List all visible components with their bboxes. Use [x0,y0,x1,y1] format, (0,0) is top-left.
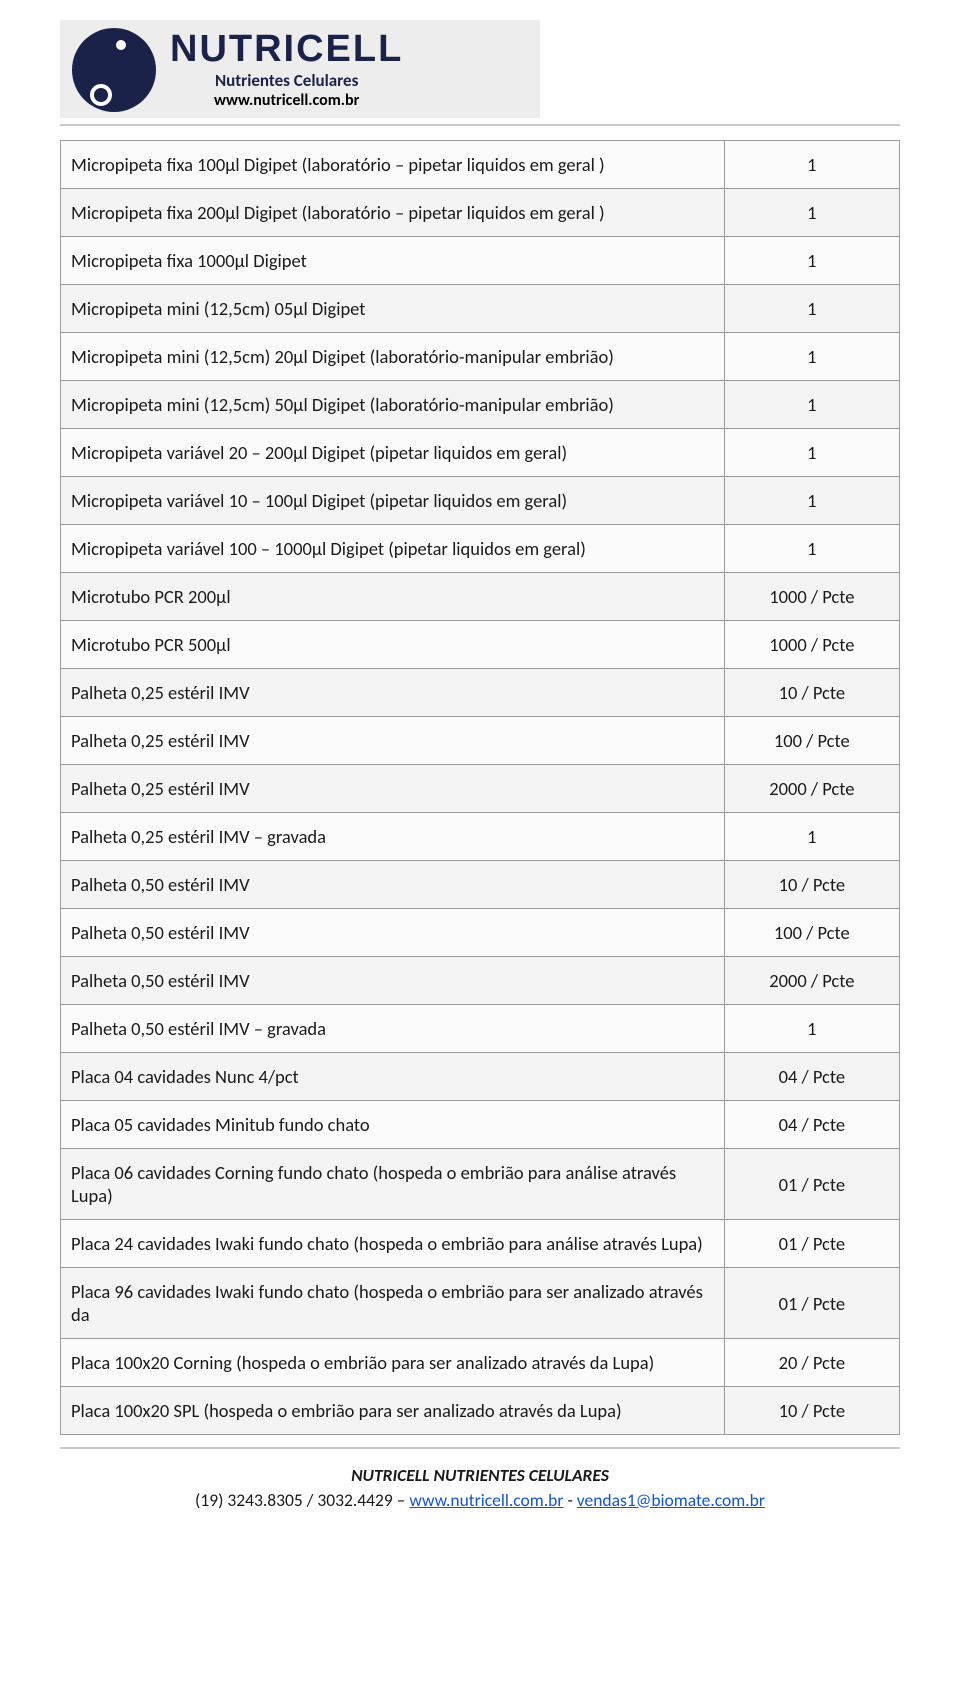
brand-logo-icon [72,28,156,112]
brand-header: NUTRICELL Nutrientes Celulares www.nutri… [60,20,540,118]
header-divider [60,124,900,126]
product-description: Palheta 0,25 estéril IMV [60,717,724,765]
table-row: Placa 05 cavidades Minitub fundo chato04… [60,1101,900,1149]
footer-website-link[interactable]: www.nutricell.com.br [409,1489,563,1511]
product-description: Palheta 0,25 estéril IMV [60,669,724,717]
brand-url: www.nutricell.com.br [214,91,359,110]
product-quantity: 10 / Pcte [724,1387,900,1435]
product-description: Placa 05 cavidades Minitub fundo chato [60,1101,724,1149]
product-quantity: 1 [724,285,900,333]
page-footer: NUTRICELL NUTRIENTES CELULARES (19) 3243… [60,1463,900,1512]
table-row: Placa 06 cavidades Corning fundo chato (… [60,1149,900,1220]
brand-name: NUTRICELL [170,30,403,68]
product-description: Palheta 0,50 estéril IMV [60,957,724,1005]
table-row: Micropipeta mini (12,5cm) 50µl Digipet (… [60,381,900,429]
table-row: Palheta 0,25 estéril IMV2000 / Pcte [60,765,900,813]
product-description: Placa 24 cavidades Iwaki fundo chato (ho… [60,1220,724,1268]
product-quantity: 1000 / Pcte [724,573,900,621]
product-description: Microtubo PCR 200µl [60,573,724,621]
product-quantity: 04 / Pcte [724,1101,900,1149]
product-quantity: 1 [724,477,900,525]
table-row: Placa 96 cavidades Iwaki fundo chato (ho… [60,1268,900,1339]
table-row: Micropipeta variável 10 – 100µl Digipet … [60,477,900,525]
table-row: Micropipeta mini (12,5cm) 20µl Digipet (… [60,333,900,381]
table-row: Palheta 0,25 estéril IMV – gravada1 [60,813,900,861]
table-row: Micropipeta fixa 1000µl Digipet1 [60,237,900,285]
product-quantity: 1 [724,813,900,861]
table-row: Palheta 0,50 estéril IMV2000 / Pcte [60,957,900,1005]
product-description: Palheta 0,50 estéril IMV [60,909,724,957]
table-row: Micropipeta variável 20 – 200µl Digipet … [60,429,900,477]
table-row: Placa 24 cavidades Iwaki fundo chato (ho… [60,1220,900,1268]
table-row: Micropipeta variável 100 – 1000µl Digipe… [60,525,900,573]
table-row: Micropipeta mini (12,5cm) 05µl Digipet1 [60,285,900,333]
product-description: Microtubo PCR 500µl [60,621,724,669]
product-quantity: 100 / Pcte [724,717,900,765]
footer-title: NUTRICELL NUTRIENTES CELULARES [60,1463,900,1488]
product-quantity: 100 / Pcte [724,909,900,957]
table-row: Palheta 0,50 estéril IMV10 / Pcte [60,861,900,909]
product-description: Palheta 0,50 estéril IMV [60,861,724,909]
product-quantity: 1 [724,333,900,381]
product-description: Placa 96 cavidades Iwaki fundo chato (ho… [60,1268,724,1339]
product-description: Micropipeta fixa 1000µl Digipet [60,237,724,285]
product-description: Micropipeta fixa 100µl Digipet (laborató… [60,140,724,189]
product-quantity: 1 [724,140,900,189]
brand-text-block: NUTRICELL Nutrientes Celulares www.nutri… [170,30,403,110]
table-row: Palheta 0,25 estéril IMV100 / Pcte [60,717,900,765]
product-description: Placa 100x20 Corning (hospeda o embrião … [60,1339,724,1387]
table-row: Microtubo PCR 500µl1000 / Pcte [60,621,900,669]
product-quantity: 1 [724,1005,900,1053]
product-description: Micropipeta mini (12,5cm) 20µl Digipet (… [60,333,724,381]
product-description: Micropipeta variável 100 – 1000µl Digipe… [60,525,724,573]
product-description: Micropipeta fixa 200µl Digipet (laborató… [60,189,724,237]
product-quantity: 10 / Pcte [724,861,900,909]
product-quantity: 1 [724,237,900,285]
product-description: Placa 06 cavidades Corning fundo chato (… [60,1149,724,1220]
products-table: Micropipeta fixa 100µl Digipet (laborató… [60,140,900,1435]
table-row: Placa 100x20 SPL (hospeda o embrião para… [60,1387,900,1435]
product-quantity: 2000 / Pcte [724,765,900,813]
product-quantity: 1 [724,189,900,237]
product-description: Micropipeta mini (12,5cm) 50µl Digipet (… [60,381,724,429]
table-row: Palheta 0,50 estéril IMV100 / Pcte [60,909,900,957]
product-quantity: 10 / Pcte [724,669,900,717]
table-row: Micropipeta fixa 200µl Digipet (laborató… [60,189,900,237]
product-quantity: 1 [724,525,900,573]
footer-email-link[interactable]: vendas1@biomate.com.br [577,1489,765,1511]
product-quantity: 01 / Pcte [724,1268,900,1339]
product-quantity: 04 / Pcte [724,1053,900,1101]
table-row: Microtubo PCR 200µl1000 / Pcte [60,573,900,621]
product-description: Placa 100x20 SPL (hospeda o embrião para… [60,1387,724,1435]
product-quantity: 1 [724,381,900,429]
product-description: Micropipeta mini (12,5cm) 05µl Digipet [60,285,724,333]
product-quantity: 1000 / Pcte [724,621,900,669]
product-description: Micropipeta variável 10 – 100µl Digipet … [60,477,724,525]
product-quantity: 1 [724,429,900,477]
product-description: Micropipeta variável 20 – 200µl Digipet … [60,429,724,477]
footer-sep: - [563,1489,576,1511]
table-row: Micropipeta fixa 100µl Digipet (laborató… [60,140,900,189]
product-description: Palheta 0,25 estéril IMV – gravada [60,813,724,861]
table-row: Palheta 0,25 estéril IMV10 / Pcte [60,669,900,717]
product-description: Placa 04 cavidades Nunc 4/pct [60,1053,724,1101]
brand-subtitle: Nutrientes Celulares [215,70,358,91]
product-quantity: 01 / Pcte [724,1149,900,1220]
product-quantity: 20 / Pcte [724,1339,900,1387]
product-quantity: 2000 / Pcte [724,957,900,1005]
table-row: Placa 04 cavidades Nunc 4/pct04 / Pcte [60,1053,900,1101]
product-description: Palheta 0,50 estéril IMV – gravada [60,1005,724,1053]
table-row: Placa 100x20 Corning (hospeda o embrião … [60,1339,900,1387]
table-row: Palheta 0,50 estéril IMV – gravada1 [60,1005,900,1053]
product-quantity: 01 / Pcte [724,1220,900,1268]
footer-phones: (19) 3243.8305 / 3032.4429 – [195,1489,409,1511]
product-description: Palheta 0,25 estéril IMV [60,765,724,813]
footer-contact: (19) 3243.8305 / 3032.4429 – www.nutrice… [60,1488,900,1513]
footer-divider [60,1447,900,1449]
